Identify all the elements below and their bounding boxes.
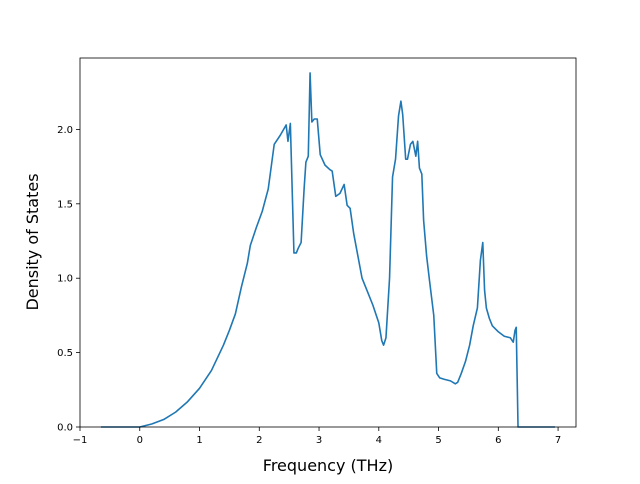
x-tick-label: 4 [376, 435, 382, 446]
x-tick-label: 5 [435, 435, 441, 446]
x-tick-label: 1 [196, 435, 202, 446]
y-axis-label: Density of States [23, 173, 42, 310]
y-tick-label: 0.5 [57, 348, 73, 359]
x-tick-label: 3 [316, 435, 322, 446]
x-axis: −1 0 1 2 3 4 5 6 7 [73, 427, 561, 446]
x-axis-label: Frequency (THz) [263, 456, 393, 475]
y-tick-label: 0.0 [57, 423, 73, 434]
x-tick-label: 2 [256, 435, 262, 446]
plot-area [79, 57, 577, 428]
x-tick-label: 7 [555, 435, 561, 446]
plot-frame [79, 57, 577, 428]
x-tick-label: 0 [137, 435, 143, 446]
y-tick-label: 1.5 [57, 199, 73, 210]
y-tick-label: 2.0 [57, 125, 73, 136]
x-tick-label: 6 [495, 435, 501, 446]
x-tick-label: −1 [73, 435, 88, 446]
y-axis: 0.0 0.5 1.0 1.5 2.0 [57, 125, 80, 434]
y-tick-label: 1.0 [57, 274, 73, 285]
dos-series-line [100, 72, 556, 428]
